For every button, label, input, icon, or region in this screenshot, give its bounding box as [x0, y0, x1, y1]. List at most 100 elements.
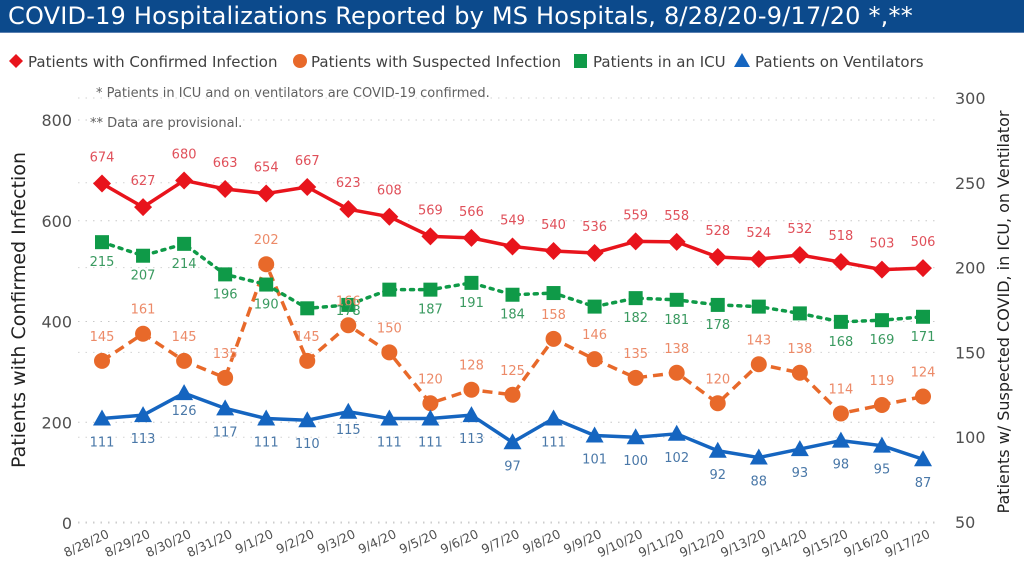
x-tick-label: 9/17/20: [882, 526, 932, 560]
data-point-circle: [340, 317, 357, 334]
data-label-patients-on-ventilators: 87: [915, 476, 932, 491]
data-label-patients-in-an-icu: 207: [131, 269, 156, 284]
data-point-square: [382, 282, 397, 297]
legend-circle-icon: [293, 54, 307, 68]
chart-title: COVID-19 Hospitalizations Reported by MS…: [8, 2, 913, 30]
y-left-tick-label: 800: [41, 111, 72, 130]
data-point-diamond: [790, 246, 809, 265]
data-label-patients-with-suspected-infection: 119: [870, 374, 895, 389]
legend-square-icon: [574, 54, 587, 68]
x-tick-label: 9/6/20: [438, 526, 481, 557]
data-label-patients-with-confirmed-infection: 528: [705, 224, 730, 239]
data-point-triangle: [626, 428, 645, 445]
legend-label: Patients in an ICU: [593, 53, 726, 71]
data-label-patients-with-confirmed-infection: 663: [213, 156, 238, 171]
data-point-circle: [299, 352, 316, 369]
data-label-patients-with-suspected-infection: 114: [828, 382, 853, 397]
x-tick-label: 8/30/20: [143, 526, 193, 560]
data-label-patients-with-suspected-infection: 120: [418, 372, 443, 387]
data-point-circle: [94, 352, 110, 369]
data-point-triangle: [134, 406, 153, 423]
title-bar: COVID-19 Hospitalizations Reported by MS…: [0, 0, 1024, 33]
data-point-circle: [873, 396, 890, 413]
x-tick-label: 8/31/20: [184, 526, 234, 560]
data-point-square: [751, 299, 766, 314]
legend: Patients with Confirmed Infection Patient…: [9, 53, 924, 71]
footnote-2: ** Data are provisional.: [90, 116, 242, 131]
data-point-diamond: [134, 198, 153, 217]
data-label-patients-in-an-icu: 190: [254, 298, 279, 313]
data-label-patients-in-an-icu: 215: [90, 255, 115, 270]
data-point-circle: [258, 256, 275, 273]
data-label-patients-on-ventilators: 98: [833, 458, 850, 473]
data-point-circle: [135, 325, 152, 342]
data-point-diamond: [585, 243, 604, 262]
data-label-patients-with-suspected-infection: 120: [705, 372, 730, 387]
data-point-triangle: [749, 448, 768, 465]
y-right-tick-label: 50: [955, 513, 975, 532]
data-point-triangle: [298, 411, 317, 428]
data-label-patients-on-ventilators: 100: [623, 454, 648, 469]
data-point-diamond: [339, 200, 358, 219]
data-labels: 674 627 680 663 654 667 623 608 569 566 549 540 536 5…: [90, 147, 936, 491]
data-point-triangle: [462, 406, 481, 423]
data-point-square: [505, 287, 520, 302]
data-label-patients-with-suspected-infection: 138: [787, 342, 812, 357]
data-label-patients-on-ventilators: 93: [792, 466, 809, 481]
y-right-tick-label: 150: [955, 343, 986, 362]
data-point-circle: [504, 386, 521, 403]
data-label-patients-on-ventilators: 97: [504, 459, 521, 474]
data-label-patients-with-suspected-infection: 135: [213, 347, 238, 362]
data-point-square: [916, 309, 930, 324]
legend-item-patients-in-an-icu: Patients in an ICU: [574, 53, 726, 71]
data-point-triangle: [257, 409, 276, 426]
data-point-circle: [217, 369, 234, 386]
data-point-circle: [709, 395, 726, 412]
y-left-tick-label: 600: [41, 212, 72, 231]
data-point-diamond: [421, 227, 440, 246]
data-point-square: [177, 236, 192, 251]
data-label-patients-with-suspected-infection: 150: [377, 321, 402, 336]
data-point-circle: [750, 356, 767, 373]
data-point-diamond: [544, 241, 563, 260]
data-label-patients-in-an-icu: 191: [459, 296, 484, 311]
y-right-tick-label: 200: [955, 259, 986, 278]
data-point-square: [833, 314, 848, 329]
data-label-patients-with-suspected-infection: 143: [746, 333, 771, 348]
data-point-diamond: [257, 184, 276, 203]
data-point-diamond: [872, 260, 891, 279]
y-axis-left-ticks: 0 200 400 600 800: [41, 111, 72, 533]
data-point-triangle: [503, 433, 522, 450]
data-label-patients-with-confirmed-infection: 667: [295, 154, 320, 169]
y-left-tick-label: 400: [41, 313, 72, 332]
x-tick-label: 9/2/20: [274, 526, 317, 557]
data-label-patients-with-confirmed-infection: 559: [623, 208, 648, 223]
y-axis-left-title: Patients with Confirmed Infection: [8, 152, 30, 468]
data-label-patients-with-suspected-infection: 146: [582, 328, 607, 343]
data-point-triangle: [421, 409, 440, 426]
data-point-triangle: [914, 450, 932, 467]
data-label-patients-with-suspected-infection: 158: [541, 308, 566, 323]
data-label-patients-on-ventilators: 92: [709, 468, 726, 483]
data-point-square: [341, 297, 356, 312]
data-point-circle: [915, 388, 931, 405]
data-point-diamond: [708, 248, 727, 267]
x-tick-label: 9/13/20: [718, 526, 768, 560]
data-label-patients-with-suspected-infection: 138: [664, 342, 689, 357]
series-patients-in-an-icu: [95, 235, 930, 329]
data-label-patients-on-ventilators: 113: [459, 432, 484, 447]
data-point-square: [423, 282, 438, 297]
data-label-patients-with-confirmed-infection: 518: [828, 229, 853, 244]
data-label-patients-with-confirmed-infection: 674: [90, 150, 115, 165]
data-label-patients-with-confirmed-infection: 623: [336, 176, 361, 191]
data-point-circle: [832, 405, 849, 422]
data-label-patients-on-ventilators: 111: [254, 436, 279, 451]
data-point-circle: [586, 351, 603, 368]
data-point-triangle: [585, 426, 604, 443]
data-label-patients-with-confirmed-infection: 532: [787, 222, 812, 237]
data-label-patients-in-an-icu: 178: [705, 318, 730, 333]
y-axis-right-ticks: 50 100 150 200 250 300: [955, 89, 986, 532]
data-point-triangle: [667, 424, 686, 441]
series-group: [93, 171, 932, 467]
data-label-patients-with-confirmed-infection: 524: [746, 226, 771, 241]
